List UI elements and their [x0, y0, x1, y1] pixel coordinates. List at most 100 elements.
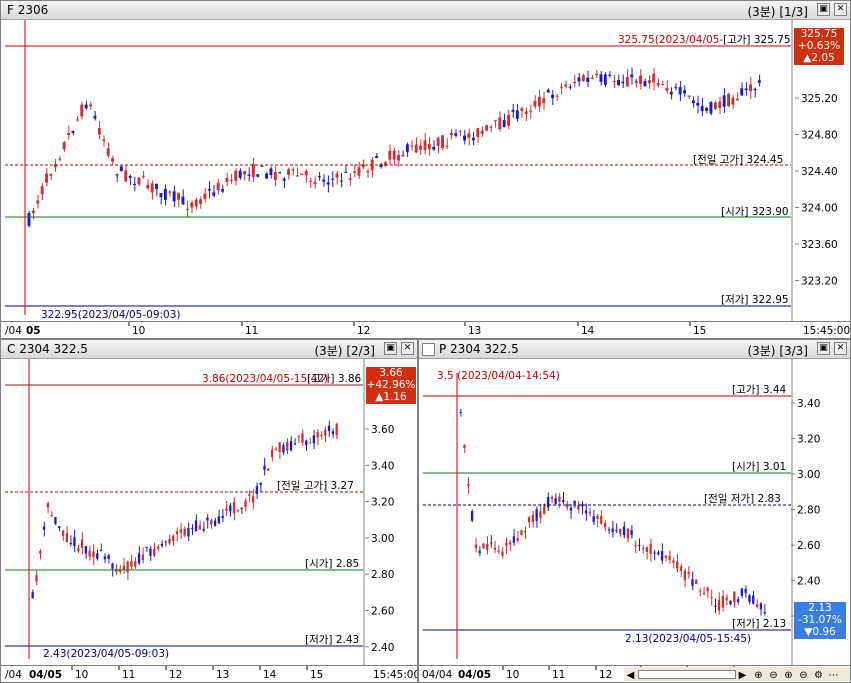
candle-body — [622, 526, 626, 536]
candle-body — [331, 178, 334, 180]
candle-body — [317, 176, 321, 178]
candle-body — [599, 74, 603, 82]
candle-body — [77, 548, 80, 551]
candle-body — [133, 183, 136, 185]
close-icon[interactable]: ✕ — [401, 342, 414, 355]
call-low-label: [저가] 2.43 — [305, 634, 359, 646]
candle-body — [638, 545, 641, 547]
top-high-annot: 325.75(2023/04/05- — [618, 34, 723, 46]
put-chart-plot: 3.5 (2023/04/04-14:54) [고가] 3.44 [시가] 3.… — [423, 359, 820, 665]
candle-body — [99, 550, 103, 552]
candle-body — [42, 526, 46, 530]
select-checkbox[interactable] — [422, 343, 435, 356]
candle-body — [190, 202, 194, 208]
settings-icon[interactable]: ⚙ — [814, 670, 823, 681]
zoom-out-icon[interactable]: ⊖ — [769, 670, 778, 681]
time-axis-label: 11 — [552, 669, 565, 681]
candle-body — [763, 611, 766, 614]
candle-body — [717, 599, 721, 611]
candle-body — [649, 544, 652, 554]
scroll-right-icon[interactable]: ▶ — [738, 670, 747, 681]
candle-body — [244, 500, 247, 508]
candle-body — [630, 74, 634, 78]
candle-body — [752, 595, 755, 604]
candle-body — [97, 128, 101, 135]
candle-body — [665, 87, 669, 91]
candle-body — [206, 517, 209, 521]
candle-body — [198, 525, 201, 530]
scroll-left-icon[interactable]: ◀ — [626, 670, 635, 681]
candle-body — [199, 199, 202, 204]
candle-body — [405, 144, 409, 153]
price-axis-label: 324.80 — [801, 130, 838, 142]
put-prev-low-label: [전일 저가] 2.83 — [704, 492, 781, 505]
candle-body — [65, 533, 68, 543]
time-axis-label: 15:45:00 — [803, 325, 850, 337]
time-axis-label: 10 — [506, 669, 519, 681]
put-open-label: [시가] 3.01 — [732, 461, 786, 473]
candle-body — [269, 168, 273, 176]
candle-body — [45, 173, 48, 183]
call-time-axis: /04 04/05 10 11 12 13 14 15 15:45:00 — [1, 665, 417, 682]
candle-body — [454, 133, 458, 136]
close-icon[interactable]: ✕ — [834, 342, 847, 355]
candle-body — [683, 90, 686, 94]
candle-body — [238, 170, 242, 178]
candle-body — [335, 173, 339, 178]
candle-body — [643, 81, 647, 87]
candle-body — [652, 73, 656, 83]
time-axis-label: /04 — [5, 325, 22, 337]
candle-body — [543, 506, 546, 515]
candle-body — [520, 530, 523, 536]
zoom-in-icon[interactable]: ⊕ — [754, 670, 763, 681]
candle-body — [664, 555, 667, 558]
candle-body — [229, 505, 232, 512]
candle-body — [537, 96, 541, 107]
candle-body — [107, 555, 110, 559]
price-axis-label: 3.00 — [371, 533, 394, 545]
time-axis-label: 12 — [599, 669, 612, 681]
call-chart-plot: 3.86(2023/04/05-15:42) [고가] 3.86 [전일 고가]… — [5, 359, 394, 665]
candle-body — [520, 108, 524, 111]
candle-body — [515, 110, 519, 119]
candle-body — [653, 552, 656, 554]
candle-body — [291, 169, 295, 171]
candle-body — [331, 431, 334, 435]
more-icon[interactable]: ⋯ — [828, 670, 839, 681]
candle-body — [221, 515, 224, 518]
zoom-reset-icon[interactable]: ⊕ — [784, 670, 793, 681]
candle-body — [243, 171, 246, 175]
candle-body — [320, 435, 323, 437]
candle-body — [213, 520, 217, 526]
candle-body — [259, 483, 262, 485]
maximize-icon[interactable]: ▣ — [817, 3, 830, 16]
candle-body — [687, 95, 691, 97]
candle-body — [474, 544, 477, 549]
candle-body — [714, 605, 717, 607]
call-open-label: [시가] 2.85 — [305, 558, 359, 570]
candle-body — [555, 95, 559, 97]
candle-body — [691, 100, 695, 104]
close-icon[interactable]: ✕ — [834, 3, 847, 16]
scroll-track[interactable] — [638, 670, 736, 679]
candle-body — [626, 528, 629, 539]
maximize-icon[interactable]: ▣ — [817, 342, 830, 355]
candle-body — [46, 503, 49, 508]
candle-body — [590, 77, 594, 79]
candle-body — [304, 170, 308, 176]
maximize-icon[interactable]: ▣ — [384, 342, 397, 355]
candle-body — [700, 105, 704, 112]
candle-body — [106, 148, 110, 156]
candle-body — [441, 135, 444, 148]
candle-body — [327, 425, 331, 432]
price-axis-label: 324.40 — [801, 166, 838, 178]
candle-body — [308, 442, 312, 444]
time-axis-label: 04/05 — [458, 669, 491, 681]
candle-body — [467, 133, 471, 138]
time-axis-label: 15 — [310, 669, 323, 681]
candle-body — [467, 483, 470, 486]
price-axis-label: 2.60 — [797, 540, 820, 552]
candle-body — [672, 560, 675, 563]
call-high-label: [고가] 3.86 — [307, 373, 362, 385]
zoom-full-icon[interactable]: ⊖ — [799, 670, 808, 681]
